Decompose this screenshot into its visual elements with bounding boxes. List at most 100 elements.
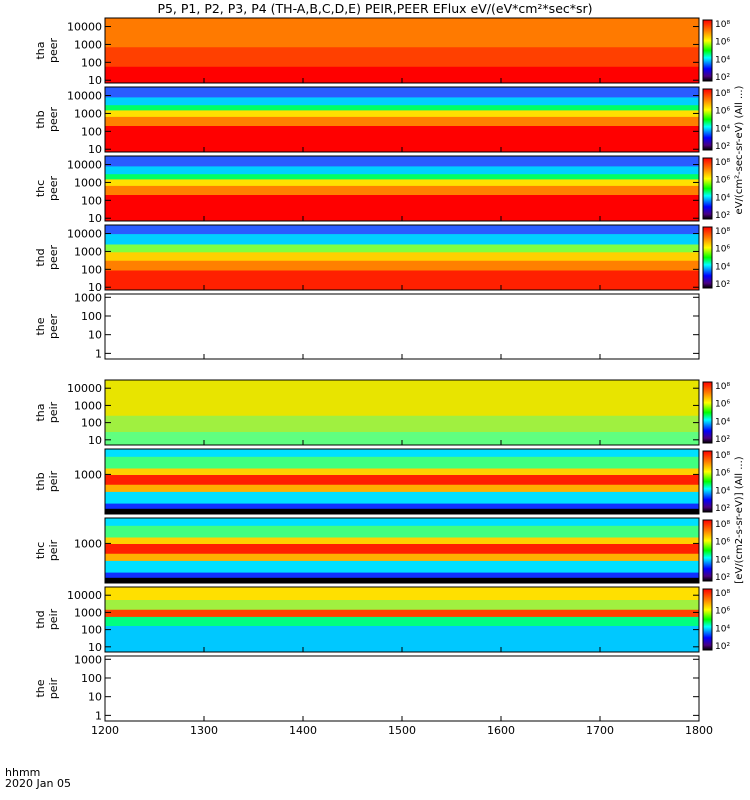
ytick-label-thd-peir-1: 100 [81, 624, 102, 637]
colorbar-tick-thd-peir-0: 10² [715, 642, 730, 652]
colorbar-tick-tha-peer-0: 10² [715, 73, 730, 83]
ytick-label-thc-peer-1: 100 [81, 194, 102, 207]
band-thc-peer-1 [105, 166, 699, 175]
band-thb-peer-2 [105, 105, 699, 111]
band-thc-peir-2 [105, 537, 699, 545]
band-thb-peer-0 [105, 87, 699, 98]
colorbar-tick-thb-peir-3: 10⁸ [715, 451, 730, 461]
ytick-label-thc-peer-3: 10000 [67, 159, 102, 172]
band-thb-peer-3 [105, 110, 699, 118]
ytick-label-thc-peir-0: 1000 [74, 537, 102, 550]
colorbar-tick-thd-peer-3: 10⁸ [715, 227, 730, 237]
colorbar-tick-thb-peer-2: 10⁶ [715, 107, 730, 117]
band-thc-peir-6 [105, 572, 699, 579]
band-thc-peir-5 [105, 560, 699, 574]
ylabel-species-the-peer: peer [47, 314, 60, 340]
ytick-label-tha-peer-2: 1000 [74, 38, 102, 51]
ytick-label-thd-peer-3: 10000 [67, 228, 102, 241]
band-thd-peir-0 [105, 587, 699, 601]
ytick-label-the-peer-1: 10 [88, 329, 102, 342]
band-tha-peer-2 [105, 66, 699, 84]
ylabel-species-tha-peir: peir [47, 401, 60, 423]
ylabel-species-the-peir: peir [47, 677, 60, 699]
colorbar-tick-thd-peer-0: 10² [715, 280, 730, 290]
colorbar-tick-tha-peir-2: 10⁶ [715, 400, 730, 410]
band-tha-peer-0 [105, 18, 699, 48]
ytick-label-tha-peir-0: 10 [88, 434, 102, 447]
band-thb-peir-6 [105, 503, 699, 510]
colorbar-tick-thd-peir-1: 10⁴ [715, 624, 730, 634]
ylabel-species-thd-peir: peir [47, 608, 60, 630]
band-thd-peer-1 [105, 234, 699, 245]
ytick-label-tha-peir-3: 10000 [67, 382, 102, 395]
xtick-label-0: 1200 [91, 724, 119, 737]
xtick-label-3: 1500 [388, 724, 416, 737]
colorbar-tick-thb-peer-0: 10² [715, 142, 730, 152]
chart-title: P5, P1, P2, P3, P4 (TH-A,B,C,D,E) PEIR,P… [157, 1, 593, 16]
ytick-label-thd-peer-1: 100 [81, 263, 102, 276]
colorbar-tick-tha-peer-2: 10⁶ [715, 38, 730, 48]
band-thd-peir-3 [105, 616, 699, 627]
ytick-label-thd-peir-3: 10000 [67, 589, 102, 602]
ylabel-probe-the-peer: the [34, 317, 47, 335]
band-thd-peer-2 [105, 244, 699, 253]
colorbar-tick-tha-peer-3: 10⁸ [715, 20, 730, 30]
band-thc-peir-4 [105, 553, 699, 562]
ytick-label-the-peer-3: 1000 [74, 291, 102, 304]
ytick-label-thd-peer-0: 10 [88, 281, 102, 294]
band-thd-peir-2 [105, 609, 699, 618]
ylabel-species-thb-peir: peir [47, 470, 60, 492]
xtick-label-6: 1800 [685, 724, 713, 737]
ytick-label-tha-peer-1: 100 [81, 56, 102, 69]
band-thc-peir-1 [105, 525, 699, 538]
xtick-label-5: 1700 [586, 724, 614, 737]
band-thd-peer-4 [105, 260, 699, 271]
ylabel-probe-thd-peir: thd [34, 610, 47, 628]
band-thc-peer-4 [105, 185, 699, 196]
colorbar-tick-tha-peir-3: 10⁸ [715, 382, 730, 392]
band-thc-peer-2 [105, 174, 699, 180]
colorbar-tick-thc-peer-0: 10² [715, 211, 730, 221]
x-axis-label-date: 2020 Jan 05 [5, 777, 71, 790]
colorbar-tick-thb-peir-2: 10⁶ [715, 469, 730, 479]
colorbar-tick-thb-peir-1: 10⁴ [715, 486, 730, 496]
band-thb-peer-4 [105, 116, 699, 127]
ytick-label-the-peir-0: 1 [95, 709, 102, 722]
band-thd-peer-5 [105, 270, 699, 291]
colorbar-thd-peer [702, 226, 713, 289]
band-thb-peir-3 [105, 475, 699, 486]
colorbar-tick-thc-peir-1: 10⁴ [715, 555, 730, 565]
band-thd-peer-3 [105, 252, 699, 262]
ylabel-probe-thd-peer: thd [34, 248, 47, 266]
colorbar-label-electron: eV/(cm²-sec-sr-eV) (All ...) [734, 85, 745, 214]
colorbar-tick-thd-peer-2: 10⁶ [715, 245, 730, 255]
band-thb-peir-4 [105, 484, 699, 493]
ytick-label-thb-peer-0: 10 [88, 143, 102, 156]
colorbar-thd-peir [702, 588, 713, 651]
ytick-label-tha-peir-2: 1000 [74, 399, 102, 412]
band-thc-peir-0 [105, 518, 699, 527]
panel-frame-the-peir [104, 655, 700, 722]
colorbar-thb-peer [702, 88, 713, 151]
xtick-label-2: 1400 [289, 724, 317, 737]
ylabel-probe-thb-peir: thb [34, 472, 47, 490]
ytick-label-thc-peer-0: 10 [88, 212, 102, 225]
ytick-label-the-peer-0: 1 [95, 347, 102, 360]
colorbar-tick-tha-peer-1: 10⁴ [715, 55, 730, 65]
band-thc-peer-0 [105, 156, 699, 167]
colorbar-label-ion: [eV/(cm2-s-sr-eV)] (All ...) [734, 456, 745, 583]
ytick-label-tha-peer-3: 10000 [67, 21, 102, 34]
band-tha-peir-0 [105, 380, 699, 417]
ylabel-probe-the-peir: the [34, 679, 47, 697]
ylabel-probe-thc-peir: thc [34, 542, 47, 559]
ylabel-probe-tha-peir: tha [34, 403, 47, 421]
ylabel-probe-tha-peer: tha [34, 41, 47, 59]
ytick-label-thb-peer-3: 10000 [67, 90, 102, 103]
ytick-label-thb-peer-1: 100 [81, 125, 102, 138]
ylabel-species-thb-peer: peer [47, 107, 60, 133]
colorbar-tick-thc-peer-1: 10⁴ [715, 193, 730, 203]
panel-frame-the-peer [104, 293, 700, 360]
colorbar-tick-thb-peir-0: 10² [715, 504, 730, 514]
band-thc-peir-3 [105, 544, 699, 555]
